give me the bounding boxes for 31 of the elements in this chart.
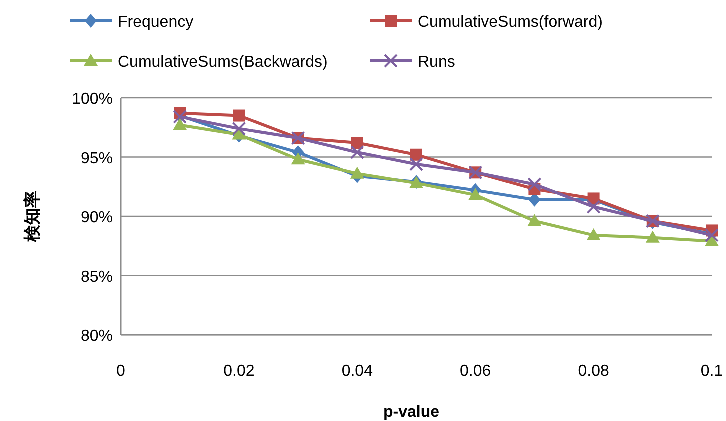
point (586, 228, 601, 240)
y-tick-label: 95% (80, 150, 113, 168)
x-tick-label: 0 (116, 363, 126, 380)
point (646, 230, 660, 243)
point (350, 166, 364, 179)
point (528, 214, 542, 226)
x-axis-title: p-value (383, 404, 440, 421)
y-axis-title: 検知率 (23, 191, 42, 243)
point (173, 118, 188, 130)
x-tick-label: 0.06 (460, 363, 492, 380)
x-tick-label: 0.04 (342, 363, 374, 380)
point (233, 110, 246, 122)
legend-label: CumulativeSums(forward) (418, 14, 603, 31)
point (291, 152, 306, 165)
y-tick-label: 80% (80, 328, 113, 345)
point (528, 178, 542, 192)
y-tick-label: 90% (80, 210, 113, 226)
point (350, 146, 364, 160)
y-tick-label: 85% (80, 268, 113, 286)
point (351, 137, 364, 150)
legend-label: Frequency (118, 14, 194, 31)
legend-label: CumulativeSums(Backwards) (118, 54, 328, 71)
x-tick-label: 0.02 (224, 363, 255, 380)
legend-label: Runs (418, 54, 456, 71)
y-tick-label: 100% (72, 91, 113, 108)
point (586, 200, 601, 214)
point (232, 122, 246, 136)
point (410, 157, 424, 172)
x-tick-label: 0.1 (700, 363, 724, 380)
x-tick-label: 0.08 (578, 363, 610, 380)
point (468, 188, 483, 200)
